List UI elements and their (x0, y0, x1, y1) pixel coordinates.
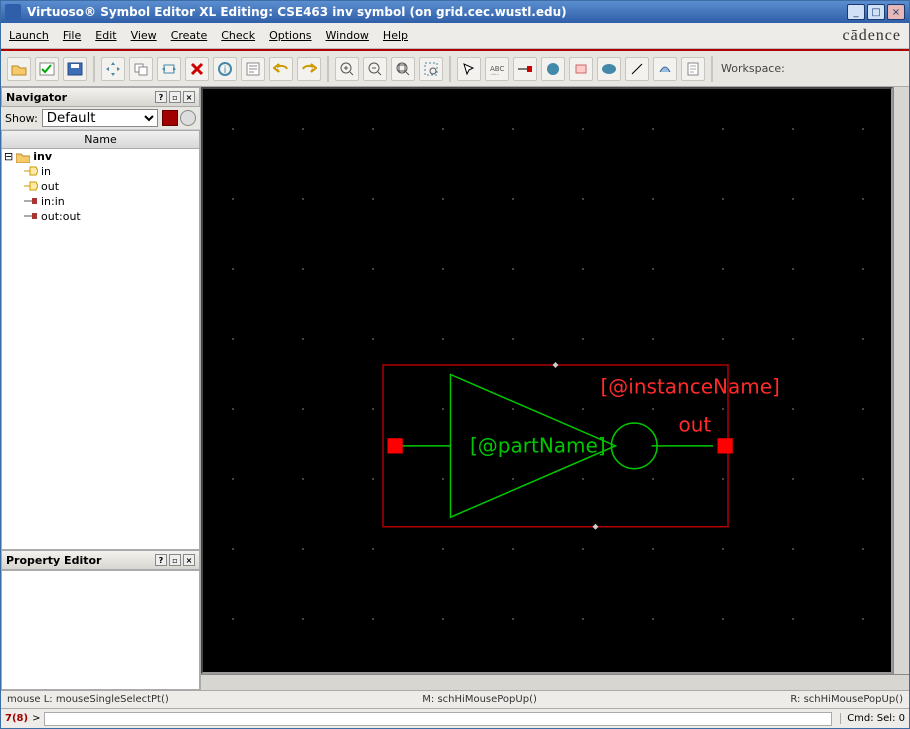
show-row: Show: Default (1, 107, 200, 130)
select-icon[interactable] (457, 57, 481, 81)
svg-text:abc: abc (490, 73, 499, 75)
property-editor-body[interactable] (1, 570, 200, 690)
navigator-tree[interactable]: Name ⊟ inv in out in:in (1, 130, 200, 550)
svg-text:out: out (679, 413, 712, 437)
rect-tool-icon[interactable] (569, 57, 593, 81)
cmd-count: 7(8) (5, 713, 28, 724)
status-mid: M: schHiMousePopUp() (422, 694, 537, 705)
window-title: Virtuoso® Symbol Editor XL Editing: CSE4… (27, 5, 845, 19)
horizontal-scrollbar[interactable] (201, 674, 909, 690)
menubar: Launch File Edit View Create Check Optio… (1, 23, 909, 49)
properties-icon[interactable] (241, 57, 265, 81)
workspace-label: Workspace: (721, 62, 785, 75)
cmd-input[interactable] (44, 712, 832, 726)
delete-icon[interactable] (185, 57, 209, 81)
menu-create[interactable]: Create (171, 29, 208, 42)
save-icon[interactable] (63, 57, 87, 81)
menu-options[interactable]: Options (269, 29, 311, 42)
cmd-tail: Cmd: Sel: 0 (840, 713, 905, 724)
stretch-icon[interactable] (157, 57, 181, 81)
status-right: R: schHiMousePopUp() (790, 694, 903, 705)
body: Navigator ? ▫ × Show: Default Name ⊟ inv (1, 87, 909, 690)
app-window: Virtuoso® Symbol Editor XL Editing: CSE4… (0, 0, 910, 729)
arc-icon[interactable] (653, 57, 677, 81)
svg-text:[@partName]: [@partName] (470, 434, 606, 458)
show-go-button[interactable] (162, 110, 178, 126)
svg-text:i: i (224, 65, 227, 76)
svg-text:[@instanceName]: [@instanceName] (601, 375, 780, 399)
titlebar: Virtuoso® Symbol Editor XL Editing: CSE4… (1, 1, 909, 23)
tree-root[interactable]: ⊟ inv (2, 149, 199, 164)
note-icon[interactable] (681, 57, 705, 81)
svg-text:ABC: ABC (490, 65, 504, 73)
ellipse-icon[interactable] (597, 57, 621, 81)
schematic-canvas[interactable]: [@instanceName] out [@partName] (201, 87, 893, 674)
undo-icon[interactable] (269, 57, 293, 81)
tree-item-inin[interactable]: in:in (2, 194, 199, 209)
menu-check[interactable]: Check (221, 29, 255, 42)
app-icon (5, 4, 21, 20)
show-select[interactable]: Default (42, 109, 158, 127)
status-left: mouse L: mouseSingleSelectPt() (7, 694, 169, 705)
zoom-in-icon[interactable] (335, 57, 359, 81)
pe-pin-icon[interactable]: ▫ (169, 554, 181, 566)
tree-item-in[interactable]: in (2, 164, 199, 179)
statusbar: mouse L: mouseSingleSelectPt() M: schHiM… (1, 690, 909, 708)
show-more-button[interactable] (180, 110, 196, 126)
pe-help-icon[interactable]: ? (155, 554, 167, 566)
line-icon[interactable] (625, 57, 649, 81)
tree-item-out[interactable]: out (2, 179, 199, 194)
maximize-button[interactable]: □ (867, 4, 885, 20)
vertical-scrollbar[interactable] (893, 87, 909, 674)
tree-header: Name (2, 131, 199, 149)
query-icon[interactable]: i (213, 57, 237, 81)
navigator-title: Navigator (6, 91, 67, 104)
move-icon[interactable] (101, 57, 125, 81)
navigator-header: Navigator ? ▫ × (1, 87, 200, 107)
menu-edit[interactable]: Edit (95, 29, 116, 42)
open-icon[interactable] (7, 57, 31, 81)
circle-filled-icon[interactable] (541, 57, 565, 81)
menu-window[interactable]: Window (326, 29, 369, 42)
redo-icon[interactable] (297, 57, 321, 81)
show-label: Show: (5, 112, 38, 125)
property-editor-header: Property Editor ? ▫ × (1, 550, 200, 570)
command-bar: 7(8) > Cmd: Sel: 0 (1, 708, 909, 728)
menu-view[interactable]: View (131, 29, 157, 42)
canvas-area: [@instanceName] out [@partName] (201, 87, 909, 690)
copy-icon[interactable] (129, 57, 153, 81)
menu-help[interactable]: Help (383, 29, 408, 42)
help-icon[interactable]: ? (155, 91, 167, 103)
left-column: Navigator ? ▫ × Show: Default Name ⊟ inv (1, 87, 201, 690)
menu-launch[interactable]: Launch (9, 29, 49, 42)
pin-icon[interactable] (513, 57, 537, 81)
zoom-out-icon[interactable] (363, 57, 387, 81)
tree-item-outout[interactable]: out:out (2, 209, 199, 224)
label-icon[interactable]: ABCabc (485, 57, 509, 81)
brand-logo: cādence (842, 27, 901, 45)
pe-close-icon[interactable]: × (183, 554, 195, 566)
toolbar: i ABCabc Workspace: (1, 51, 909, 87)
close-panel-icon[interactable]: × (183, 91, 195, 103)
cmd-prompt: > (32, 713, 40, 724)
pin-panel-icon[interactable]: ▫ (169, 91, 181, 103)
zoom-sel-icon[interactable] (419, 57, 443, 81)
property-editor-title: Property Editor (6, 554, 101, 567)
menu-file[interactable]: File (63, 29, 81, 42)
close-button[interactable]: × (887, 4, 905, 20)
zoom-fit-icon[interactable] (391, 57, 415, 81)
minimize-button[interactable]: _ (847, 4, 865, 20)
check-save-icon[interactable] (35, 57, 59, 81)
